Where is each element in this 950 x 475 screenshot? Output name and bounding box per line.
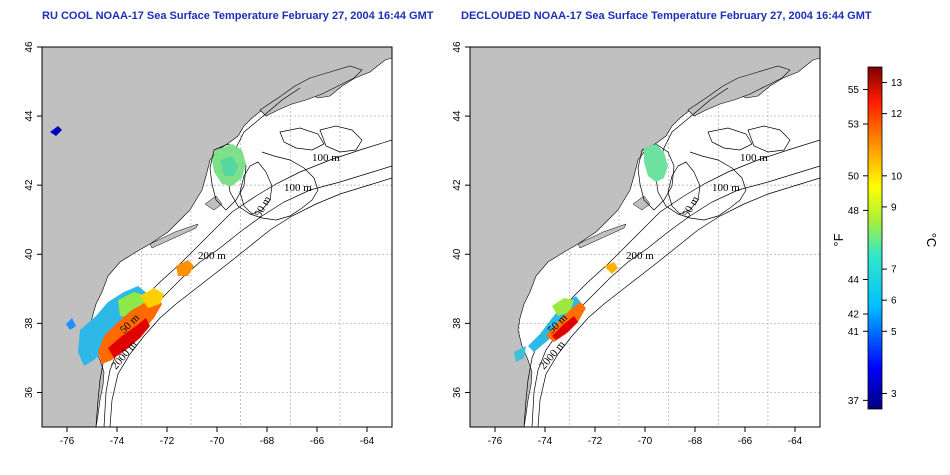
fahrenheit-tick-label: 53 [848, 120, 860, 131]
celsius-tick-label: 5 [891, 327, 897, 338]
fahrenheit-tick-label: 44 [848, 275, 860, 286]
cape-cod [632, 195, 651, 211]
y-tick-label: 44 [452, 110, 463, 122]
land-mass [470, 47, 820, 427]
celsius-tick-label: 6 [891, 296, 897, 307]
x-tick-label: -66 [738, 436, 753, 447]
x-tick-label: -72 [588, 436, 603, 447]
fahrenheit-tick-label: 48 [848, 206, 860, 217]
nova-scotia [259, 65, 363, 117]
axis-ticks: -76 -74 -72 -70 -68 -66 -64 36 38 40 42 44 46 [452, 41, 803, 447]
x-tick-label: -66 [310, 436, 325, 447]
x-tick-label: -70 [210, 436, 225, 447]
nova-scotia [687, 65, 791, 117]
y-tick-label: 42 [452, 179, 463, 191]
long-island [577, 223, 627, 249]
celsius-tick-label: 3 [891, 389, 897, 400]
x-tick-label: -64 [360, 436, 375, 447]
x-tick-label: -74 [110, 436, 125, 447]
long-island [149, 223, 199, 249]
y-tick-label: 46 [452, 41, 463, 53]
y-tick-label: 46 [24, 41, 35, 53]
fahrenheit-axis-label: °F [831, 233, 846, 246]
x-tick-label: -76 [488, 436, 503, 447]
colorbar-gradient [867, 66, 883, 410]
x-tick-label: -72 [160, 436, 175, 447]
celsius-axis-label: °C [924, 233, 939, 248]
y-tick-label: 38 [452, 317, 463, 329]
celsius-tick-label: 13 [891, 78, 903, 89]
sst-field [514, 144, 668, 362]
right-sst-map: 100 m 100 m 50 m 200 m 50 m 2000 m -76 -7… [452, 41, 821, 447]
y-tick-label: 40 [452, 248, 463, 260]
fahrenheit-tick-label: 55 [848, 85, 860, 96]
y-tick-label: 40 [24, 248, 35, 260]
y-tick-label: 38 [24, 317, 35, 329]
y-tick-label: 42 [24, 179, 35, 191]
x-tick-label: -70 [638, 436, 653, 447]
y-tick-label: 44 [24, 110, 35, 122]
bathymetry-contours [523, 87, 820, 427]
fahrenheit-tick-label: 41 [848, 327, 860, 338]
contour-label: 100 m [740, 152, 768, 164]
contour-label: 200 m [626, 250, 654, 262]
contour-label: 100 m [312, 152, 340, 164]
celsius-tick-label: 9 [891, 202, 897, 213]
celsius-tick-label: 7 [891, 265, 897, 276]
contour-label: 100 m [712, 182, 740, 194]
x-tick-label: -76 [60, 436, 75, 447]
axis-ticks: -76 -74 -72 -70 -68 -66 -64 36 38 40 42 44 46 [24, 41, 375, 447]
contour-label: 200 m [198, 250, 226, 262]
x-tick-label: -64 [788, 436, 803, 447]
fahrenheit-tick-label: 50 [848, 171, 860, 182]
contour-label: 100 m [284, 182, 312, 194]
right-map-title: DECLOUDED NOAA-17 Sea Surface Temperatur… [461, 10, 872, 22]
land-mass [42, 47, 392, 427]
left-map-title: RU COOL NOAA-17 Sea Surface Temperature … [42, 10, 434, 22]
x-tick-label: -68 [688, 436, 703, 447]
celsius-tick-label: 10 [891, 171, 903, 182]
y-tick-label: 36 [24, 386, 35, 398]
left-sst-map: 100 m 100 m 50 m 200 m 50 m 2000 m -76 -7… [24, 41, 393, 447]
y-tick-label: 36 [452, 386, 463, 398]
fahrenheit-tick-label: 42 [848, 310, 860, 321]
x-tick-label: -74 [538, 436, 553, 447]
x-tick-label: -68 [260, 436, 275, 447]
fahrenheit-tick-label: 37 [848, 396, 860, 407]
sst-field [50, 126, 246, 366]
celsius-tick-label: 12 [891, 109, 903, 120]
cape-cod [204, 195, 223, 211]
